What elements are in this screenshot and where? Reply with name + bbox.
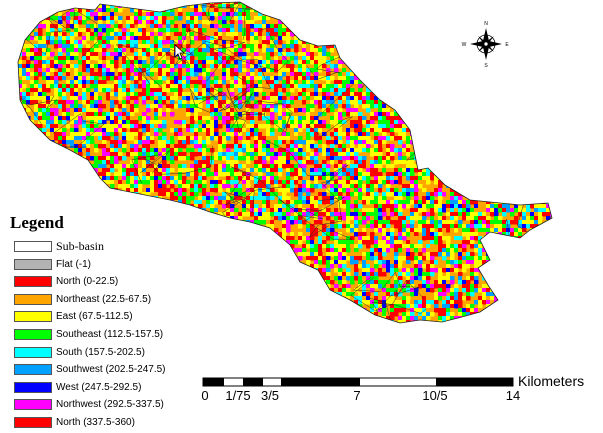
- legend-item: West (247.5-292.5): [4, 380, 204, 398]
- legend-label: East (67.5-112.5): [56, 311, 133, 323]
- legend-label: North (0-22.5): [56, 276, 119, 288]
- basin-outline: [17, 1, 553, 324]
- legend-label: Flat (-1): [56, 258, 91, 270]
- legend-swatch: [14, 293, 52, 305]
- legend-swatch: [14, 346, 52, 358]
- legend-item: North (0-22.5): [4, 274, 204, 292]
- legend-swatch: [14, 416, 52, 428]
- legend-title: Legend: [10, 213, 64, 232]
- legend-item: North (337.5-360): [4, 415, 204, 433]
- legend-item: Southeast (112.5-157.5): [4, 327, 204, 345]
- scale-tick-label: 10/5: [422, 388, 448, 403]
- legend-swatch: [14, 311, 52, 323]
- legend-item: Southwest (202.5-247.5): [4, 362, 204, 380]
- legend-item: Northwest (292.5-337.5): [4, 397, 204, 415]
- scale-tick-label: 3/5: [260, 388, 280, 403]
- legend-label: North (337.5-360): [56, 416, 135, 428]
- map-canvas: N S W E: [17, 1, 553, 387]
- legend-label: Southwest (202.5-247.5): [56, 364, 166, 376]
- legend-swatch: [14, 364, 52, 376]
- legend-swatch: [14, 241, 52, 252]
- scale-tick-label: 14: [505, 388, 521, 403]
- legend-label: Northeast (22.5-67.5): [56, 293, 152, 305]
- compass-north-label: N: [484, 21, 488, 27]
- legend-label: Northwest (292.5-337.5): [56, 399, 164, 411]
- mouse-cursor-icon: [174, 44, 186, 60]
- legend-item: South (157.5-202.5): [4, 345, 204, 363]
- legend-label: West (247.5-292.5): [56, 381, 142, 393]
- scale-bar: [202, 377, 514, 387]
- compass-east-label: E: [505, 42, 509, 48]
- compass-rose-icon: N S W E: [462, 21, 510, 69]
- legend-swatch: [14, 328, 52, 340]
- legend-item: Sub-basin: [4, 239, 204, 257]
- legend: Legend Sub-basin Flat (-1) North (0-22.5) N…: [4, 213, 204, 433]
- legend-item: Flat (-1): [4, 257, 204, 275]
- compass-south-label: S: [484, 63, 488, 69]
- legend-swatch: [14, 399, 52, 411]
- legend-swatch: [14, 276, 52, 288]
- scale-tick-label: 7: [353, 388, 361, 403]
- legend-item: Northeast (22.5-67.5): [4, 292, 204, 310]
- scale-tick-label: 1/75: [225, 388, 251, 403]
- compass-west-label: W: [462, 42, 467, 48]
- scale-unit-label: Kilometers: [518, 373, 585, 389]
- legend-swatch: [14, 258, 52, 270]
- legend-label: Sub-basin: [56, 239, 104, 253]
- legend-item: East (67.5-112.5): [4, 309, 204, 327]
- legend-label: South (157.5-202.5): [56, 346, 145, 358]
- scale-tick-label: 0: [201, 388, 209, 403]
- legend-swatch: [14, 381, 52, 393]
- legend-label: Southeast (112.5-157.5): [56, 328, 164, 340]
